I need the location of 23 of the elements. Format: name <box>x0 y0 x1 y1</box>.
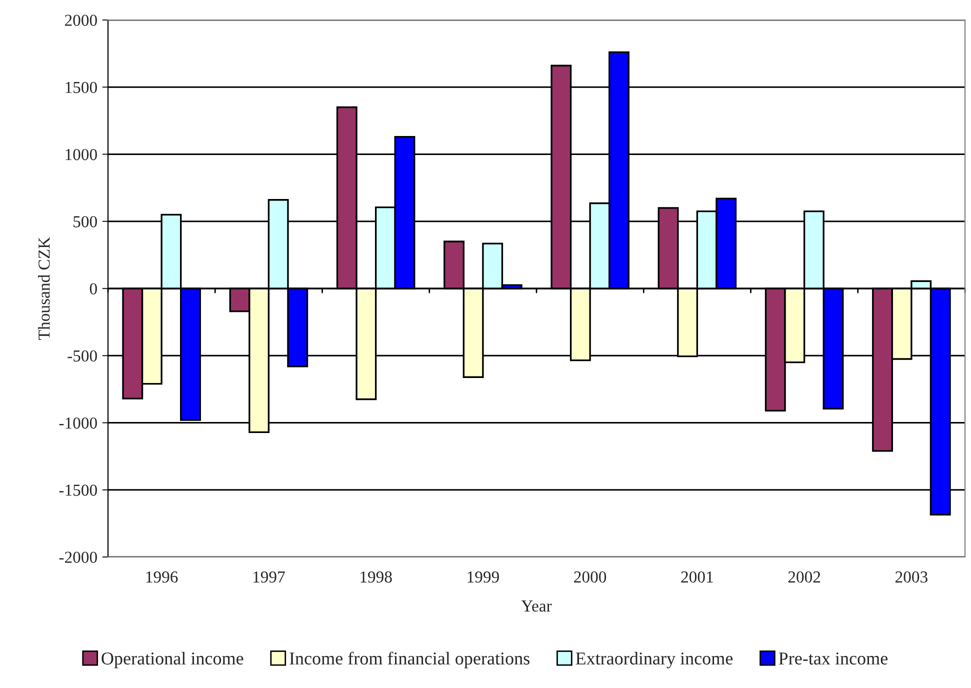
x-axis-title: Year <box>521 600 552 612</box>
y-tick-label: 1000 <box>66 148 97 160</box>
y-tick-label: -1500 <box>59 484 97 496</box>
y-axis-title: Thousand CZK <box>38 237 50 340</box>
x-tick-label: 2002 <box>788 571 820 583</box>
x-tick-label: 2000 <box>574 571 606 583</box>
x-tick-label: 1999 <box>468 571 499 583</box>
legend-label: Income from financial operations <box>290 652 530 668</box>
y-tick-label: 0 <box>90 283 97 294</box>
y-tick-label: -1000 <box>59 417 97 429</box>
x-tick-label: 1996 <box>146 571 178 583</box>
legend-label: Operational income <box>102 652 244 668</box>
y-tick-label: -500 <box>68 350 97 362</box>
x-tick-label: 2001 <box>681 571 713 583</box>
x-tick-label: 1997 <box>253 571 285 583</box>
y-tick-label: -2000 <box>59 552 97 563</box>
x-tick-label: 1998 <box>360 571 392 583</box>
x-tick-label: 2003 <box>896 571 928 583</box>
y-tick-label: 2000 <box>64 14 97 26</box>
legend-label: Pre-tax income <box>778 652 888 665</box>
y-tick-label: 1500 <box>66 82 97 94</box>
y-tick-label: 500 <box>74 216 97 228</box>
legend-label: Extraordinary income <box>576 652 733 668</box>
